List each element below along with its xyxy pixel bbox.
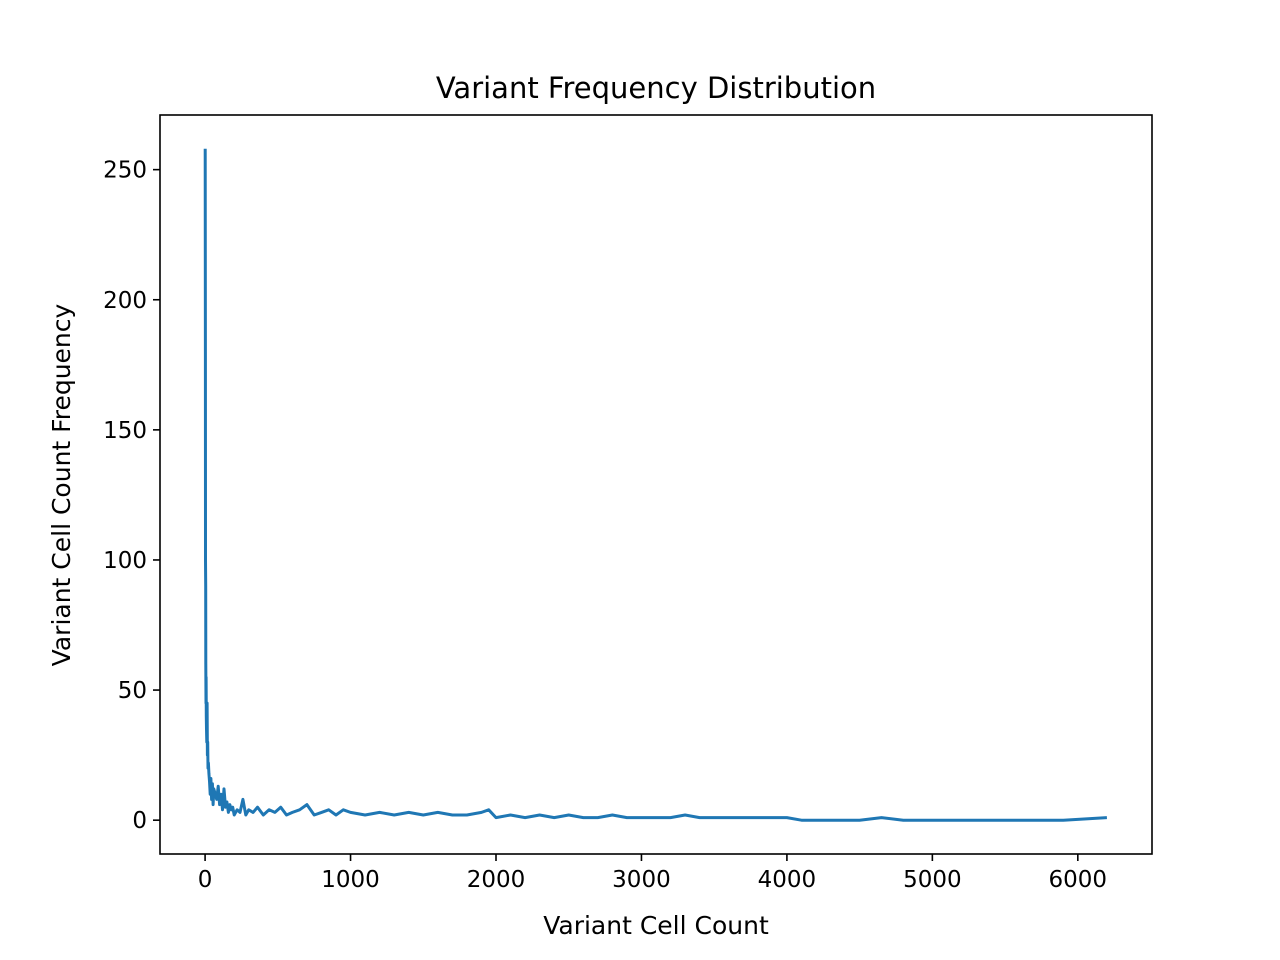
series-line-0 <box>203 148 1107 822</box>
y-tick-label: 250 <box>103 158 147 184</box>
y-tick-label: 0 <box>132 808 147 834</box>
y-tick-label: 100 <box>103 548 147 574</box>
x-tick-label: 6000 <box>1049 867 1108 893</box>
y-axis-label: Variant Cell Count Frequency <box>47 303 76 666</box>
x-tick-label: 1000 <box>321 867 380 893</box>
chart-title: Variant Frequency Distribution <box>436 71 876 105</box>
x-tick-label: 5000 <box>903 867 962 893</box>
x-tick-label: 2000 <box>467 867 526 893</box>
y-tick-label: 150 <box>103 418 147 444</box>
axes: 0 1000 2000 3000 4000 5000 6000 0 50 100 150 200 250 <box>103 158 1107 893</box>
plot-frame <box>159 114 1153 855</box>
x-tick-label: 3000 <box>612 867 671 893</box>
y-tick-label: 200 <box>103 288 147 314</box>
x-tick-label: 0 <box>198 867 213 893</box>
y-tick-label: 50 <box>118 678 147 704</box>
x-tick-label: 4000 <box>758 867 817 893</box>
plot-area <box>203 148 1107 822</box>
x-axis-label: Variant Cell Count <box>543 911 769 940</box>
